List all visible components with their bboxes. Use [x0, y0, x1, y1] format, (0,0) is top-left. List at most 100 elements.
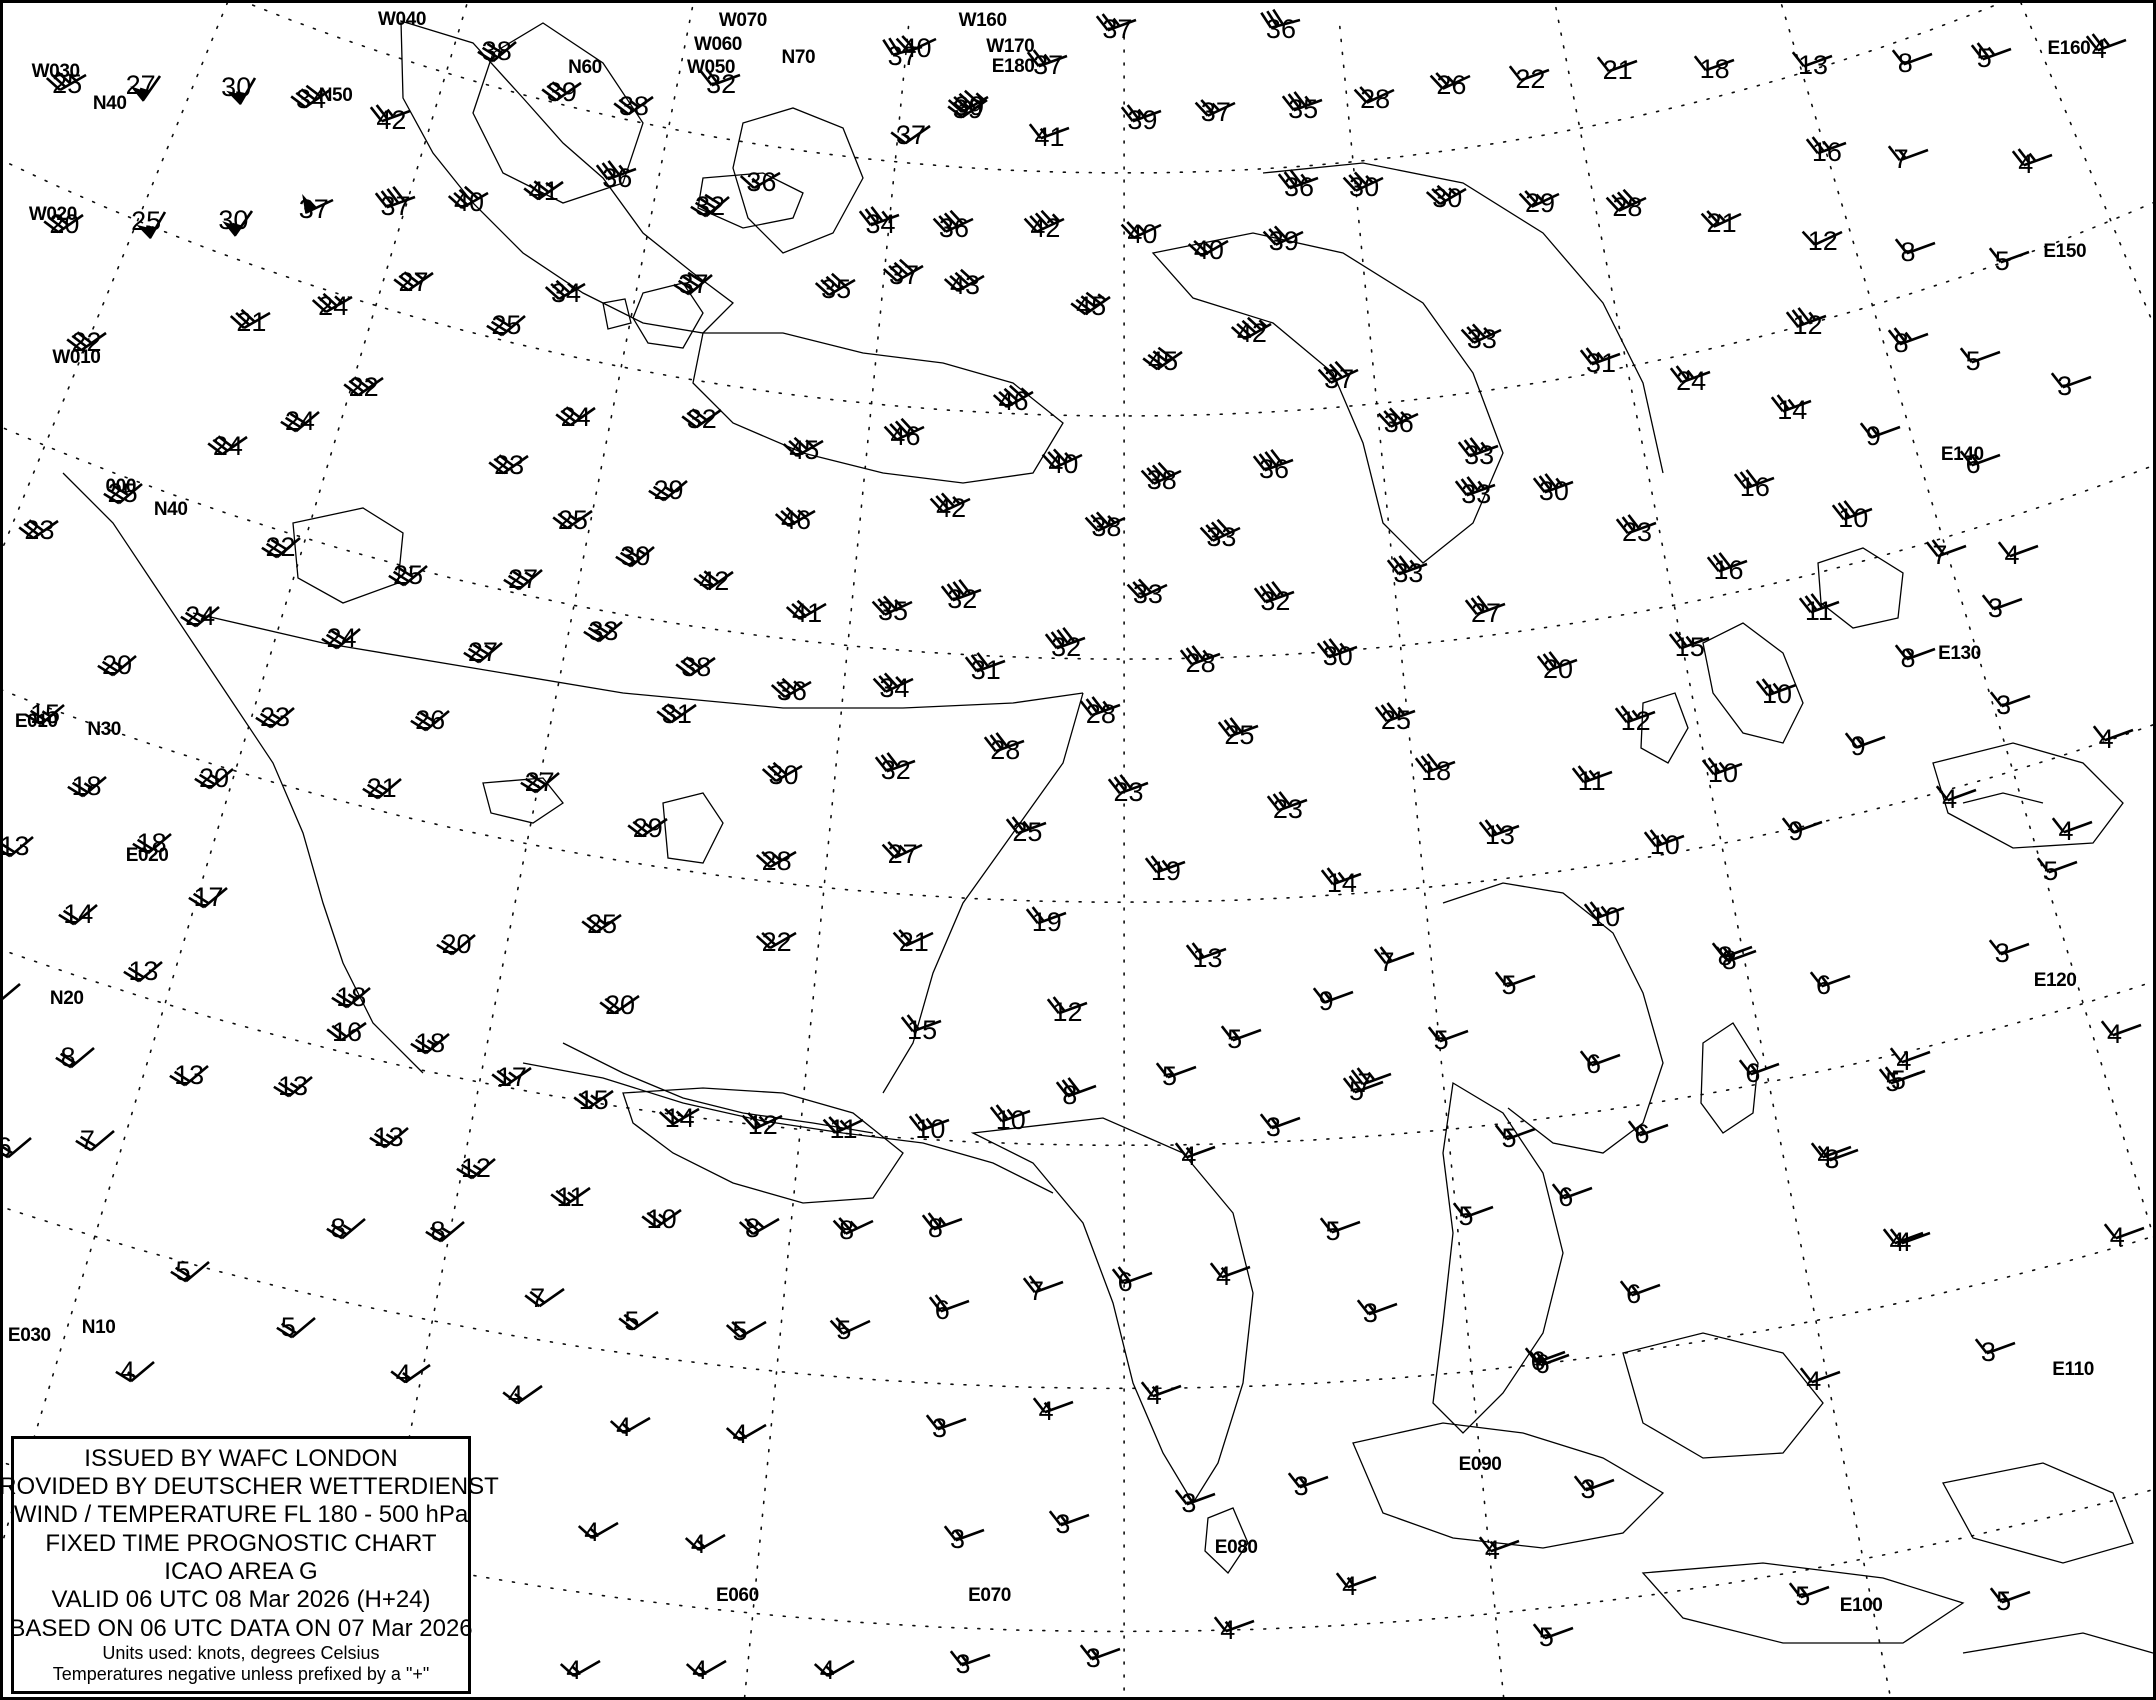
grid-coordinate-label: N50 [318, 84, 353, 106]
temperature-label: 28 [1085, 699, 1116, 730]
temperature-label: 4 [2058, 815, 2074, 846]
temperature-label: 37 [1200, 96, 1231, 127]
temperature-label: 14 [1326, 868, 1357, 899]
temperature-label: 23 [1622, 516, 1653, 547]
temperature-label: 45 [1076, 290, 1107, 321]
temperature-label: 27 [1470, 598, 1502, 629]
temperature-label: 32 [706, 69, 737, 100]
temperature-label: 42 [1236, 318, 1267, 349]
temperature-label: 25 [52, 69, 83, 100]
temperature-label: 31 [1586, 347, 1617, 378]
temperature-label: 43 [950, 269, 981, 300]
grid-coordinate-label: N10 [81, 1316, 116, 1338]
temperature-label: 21 [236, 307, 267, 338]
grid-coordinate-label: E010 [14, 711, 58, 733]
temperature-label: 27 [508, 563, 539, 594]
grid-coordinate-label: W160 [958, 10, 1007, 31]
temperature-label: 36 [1383, 408, 1414, 439]
temperature-label: 22 [761, 926, 792, 957]
temperature-label: 26 [415, 704, 446, 735]
temperature-label: 4 [616, 1411, 632, 1442]
temperature-label: 10 [1590, 901, 1621, 932]
temperature-label: 3 [1994, 937, 2010, 968]
temperature-label: 38 [1091, 512, 1122, 543]
temperature-label: 5 [1538, 1622, 1554, 1653]
legend-based-on: BASED ON 06 UTC DATA ON 07 Mar 2026 [9, 1614, 473, 1642]
temperature-label: 29 [632, 813, 663, 844]
temperature-label: 45 [789, 434, 820, 465]
temperature-label: 32 [1260, 585, 1291, 616]
temperature-label: 4 [1216, 1260, 1232, 1291]
temperature-label: 5 [1325, 1216, 1341, 1247]
temperature-label: 33 [1393, 558, 1424, 589]
temperature-label: 28 [1185, 648, 1216, 679]
temperature-label: 5 [175, 1256, 191, 1287]
temperature-label: 42 [376, 105, 407, 136]
temperature-label: 4 [1942, 783, 1958, 814]
grid-coordinate-label: W030 [31, 61, 80, 83]
temperature-label: 10 [646, 1203, 677, 1234]
temperature-label: 3 [1362, 1297, 1378, 1328]
temperature-label: 36 [746, 167, 777, 198]
temperature-label: 3 [931, 1412, 948, 1443]
temperature-label: 10 [1649, 829, 1680, 860]
temperature-label: 46 [780, 505, 811, 536]
temperature-label: 24 [1676, 365, 1707, 396]
temperature-label: 8 [1897, 48, 1913, 79]
temperature-label: 24 [318, 290, 349, 321]
temperature-label: 15 [578, 1084, 609, 1115]
temperature-label: 42 [936, 493, 967, 523]
temperature-label: 37 [1033, 49, 1064, 80]
temperature-label: 31 [661, 699, 692, 730]
temperature-label: 41 [792, 598, 823, 629]
temperature-label: 37 [895, 120, 927, 151]
temperature-label: 8 [330, 1213, 346, 1244]
temperature-label: 10 [1707, 757, 1738, 788]
temperature-label: 21 [898, 926, 929, 957]
grid-coordinate-label: N20 [49, 988, 84, 1010]
temperature-label: 5 [624, 1306, 640, 1337]
legend-temp-note: Temperatures negative unless prefixed by… [52, 1664, 430, 1685]
temperature-label: 13 [1484, 819, 1515, 850]
grid-coordinate-label: N70 [781, 47, 816, 69]
grid-coordinate-label: N30 [87, 719, 121, 741]
temperature-label: 15 [1674, 631, 1705, 662]
temperature-label: 8 [839, 1214, 855, 1245]
temperature-label: 36 [1265, 13, 1296, 44]
temperature-label: 15 [907, 1015, 938, 1046]
temperature-label: 4 [2004, 540, 2020, 571]
temperature-label: 37 [1102, 13, 1133, 44]
temperature-label: 24 [212, 430, 243, 461]
temperature-label: 22 [348, 372, 379, 403]
temperature-label: 16 [1811, 136, 1842, 167]
temperature-label: 10 [995, 1105, 1026, 1136]
temperature-label: 8 [1900, 642, 1916, 673]
temperature-label: 9 [1318, 986, 1334, 1017]
temperature-label: 12 [1620, 706, 1651, 737]
temperature-label: 13 [1192, 943, 1223, 974]
grid-coordinate-label: N40 [92, 93, 127, 115]
temperature-label: 6 [1558, 1181, 1574, 1212]
temperature-label: 37 [380, 190, 411, 221]
temperature-label: 4 [1181, 1141, 1197, 1172]
temperature-label: 40 [901, 33, 932, 64]
temperature-label: 38 [481, 35, 512, 66]
temperature-label: 8 [927, 1213, 943, 1244]
temperature-label: 6 [1117, 1267, 1133, 1298]
temperature-label: 5 [1433, 1025, 1449, 1056]
temperature-label: 16 [1713, 555, 1744, 586]
temperature-label: 3 [2057, 371, 2073, 402]
temperature-label: 32 [1051, 631, 1082, 662]
temperature-label: 10 [1838, 502, 1869, 533]
temperature-label: 11 [829, 1113, 858, 1144]
legend-chart-type: FIXED TIME PROGNOSTIC CHART [45, 1529, 437, 1557]
temperature-label: 40 [1193, 235, 1224, 266]
temperature-label: 20 [1543, 653, 1574, 684]
chart-legend-box: ISSUED BY WAFC LONDON PROVIDED BY DEUTSC… [3, 1436, 499, 1694]
temperature-label: 37 [298, 193, 329, 224]
temperature-label: 7 [79, 1124, 95, 1155]
temperature-label: 13 [0, 831, 30, 862]
temperature-label: 30 [1349, 171, 1380, 202]
temperature-label: 41 [528, 175, 559, 206]
temperature-label: 22 [1515, 63, 1546, 94]
